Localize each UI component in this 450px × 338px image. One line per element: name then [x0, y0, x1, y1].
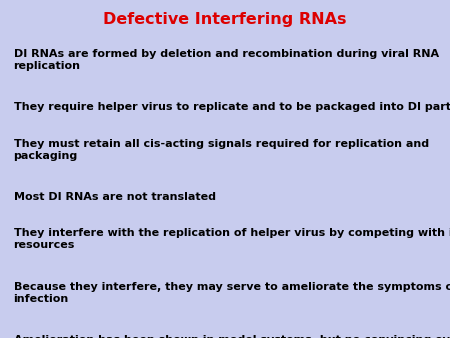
Text: They interfere with the replication of helper virus by competing with it for
res: They interfere with the replication of h…: [14, 228, 450, 250]
Text: Because they interfere, they may serve to ameliorate the symptoms of viral
infec: Because they interfere, they may serve t…: [14, 282, 450, 304]
Text: They must retain all cis-acting signals required for replication and
packaging: They must retain all cis-acting signals …: [14, 139, 428, 161]
Text: Most DI RNAs are not translated: Most DI RNAs are not translated: [14, 192, 216, 202]
Text: DI RNAs are formed by deletion and recombination during viral RNA
replication: DI RNAs are formed by deletion and recom…: [14, 49, 439, 71]
Text: They require helper virus to replicate and to be packaged into DI particles: They require helper virus to replicate a…: [14, 102, 450, 113]
Text: Defective Interfering RNAs: Defective Interfering RNAs: [103, 12, 347, 27]
Text: Amelioration has been shown in model systems, but no convincing evidence
for ame: Amelioration has been shown in model sys…: [14, 335, 450, 338]
